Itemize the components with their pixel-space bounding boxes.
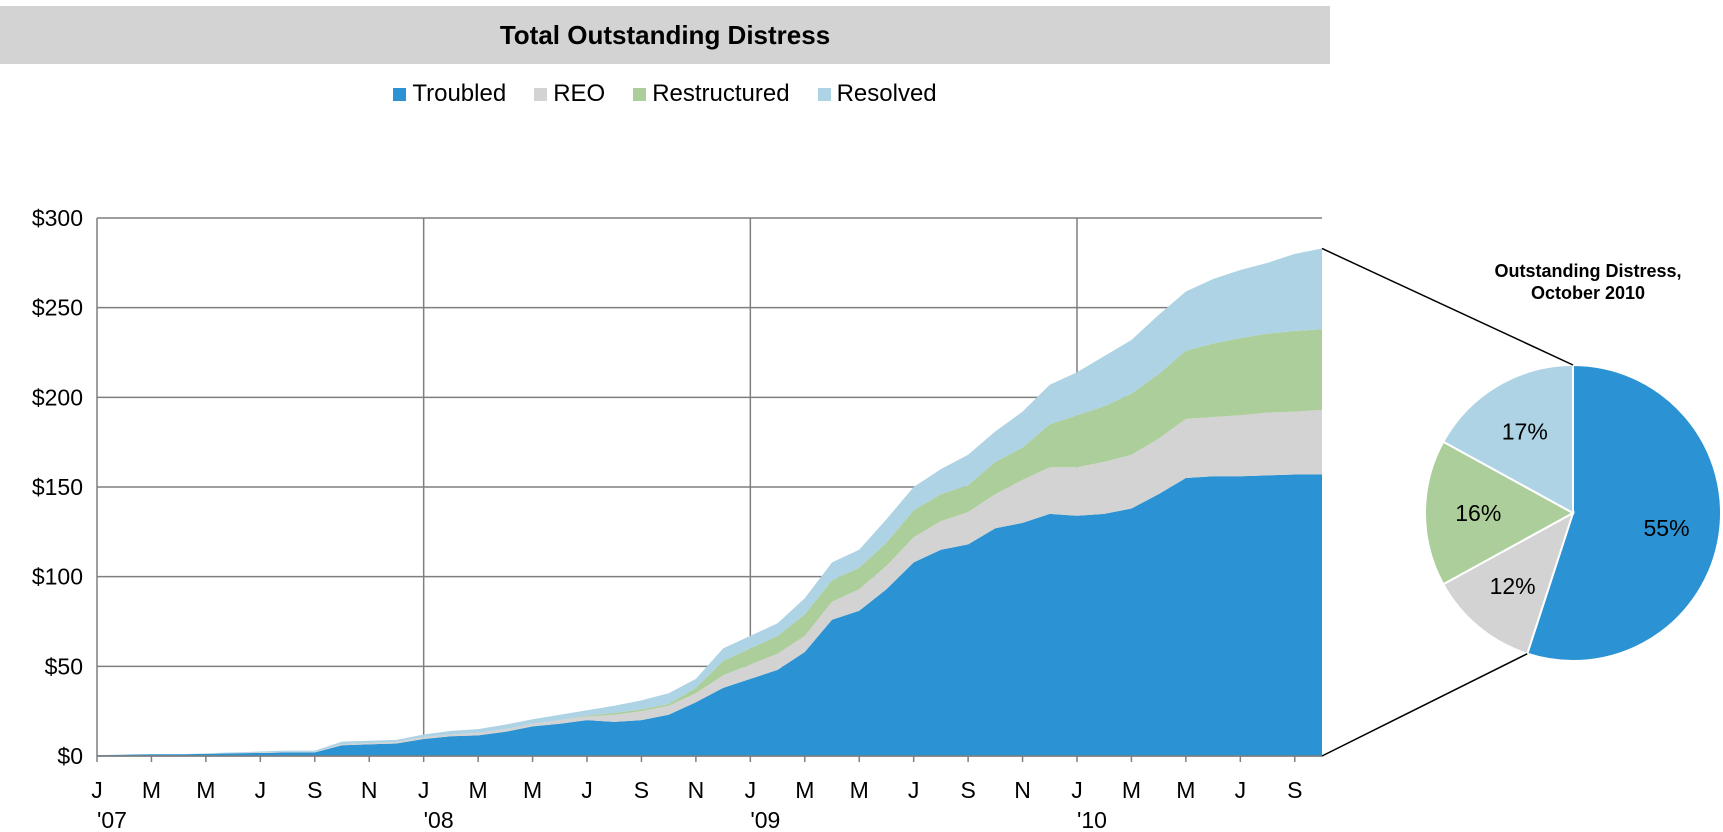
pie-title: Outstanding Distress, October 2010: [1494, 261, 1682, 303]
pie-slice: [1441, 363, 1574, 515]
x-tick-label: M: [469, 777, 488, 803]
x-tick-label: M: [795, 777, 814, 803]
x-tick-label: N: [1014, 777, 1031, 803]
connector: [1321, 247, 1574, 366]
connector: [1321, 653, 1528, 757]
legend-item: Resolved: [817, 80, 937, 108]
x-tick-label: J: [255, 777, 267, 803]
legend: Troubled REO Restructured Resolved: [0, 78, 1330, 110]
x-tick-label: M: [523, 777, 542, 803]
y-tick-label: $150: [32, 474, 83, 500]
x-tick-label: J: [745, 777, 757, 803]
pie-label: 16%: [1455, 500, 1501, 526]
pie-slice: [1441, 510, 1575, 656]
area: [97, 409, 1322, 756]
x-tick-label: M: [850, 777, 869, 803]
legend-label: Resolved: [836, 80, 937, 107]
y-tick-label: $250: [32, 295, 83, 321]
x-tick-label: N: [688, 777, 705, 803]
y-tick-label: $100: [32, 564, 83, 590]
legend-item: Troubled: [393, 80, 506, 108]
x-tick-label: M: [142, 777, 161, 803]
x-tick-label: N: [361, 777, 378, 803]
x-tick-label: J: [908, 777, 920, 803]
x-tick-label: S: [1287, 777, 1302, 803]
legend-item: Restructured: [633, 80, 790, 108]
year-label: '07: [97, 807, 127, 832]
legend-label: Troubled: [412, 80, 507, 107]
year-label: '08: [424, 807, 454, 832]
legend-label: Restructured: [652, 80, 790, 107]
area: [97, 329, 1322, 756]
x-tick-label: J: [1235, 777, 1247, 803]
legend-item: REO: [534, 80, 605, 108]
y-tick-label: $200: [32, 384, 83, 410]
x-tick-label: J: [418, 777, 430, 803]
pie-label: 55%: [1644, 515, 1690, 541]
year-label: '09: [750, 807, 780, 832]
legend-swatch: [393, 87, 407, 101]
x-tick-label: M: [1122, 777, 1141, 803]
chart-title: Total Outstanding Distress: [0, 6, 1330, 64]
x-tick-label: S: [960, 777, 975, 803]
area: [97, 474, 1322, 756]
x-tick-label: S: [307, 777, 322, 803]
pie-slice: [1424, 440, 1576, 586]
y-tick-label: $300: [32, 205, 83, 231]
x-tick-label: M: [196, 777, 215, 803]
x-tick-label: J: [91, 777, 103, 803]
pie-label: 17%: [1502, 418, 1548, 444]
legend-swatch: [633, 87, 647, 101]
y-tick-label: $0: [57, 743, 83, 769]
y-tick-label: $50: [45, 653, 83, 679]
x-tick-label: S: [634, 777, 649, 803]
year-label: '10: [1077, 807, 1107, 832]
legend-label: REO: [553, 80, 606, 107]
legend-swatch: [817, 87, 831, 101]
x-tick-label: J: [581, 777, 593, 803]
pie-slice: [1526, 363, 1722, 662]
x-tick-label: J: [1071, 777, 1083, 803]
pie-label: 12%: [1490, 573, 1536, 599]
x-tick-label: M: [1176, 777, 1195, 803]
legend-swatch: [534, 87, 548, 101]
area: [97, 248, 1322, 756]
